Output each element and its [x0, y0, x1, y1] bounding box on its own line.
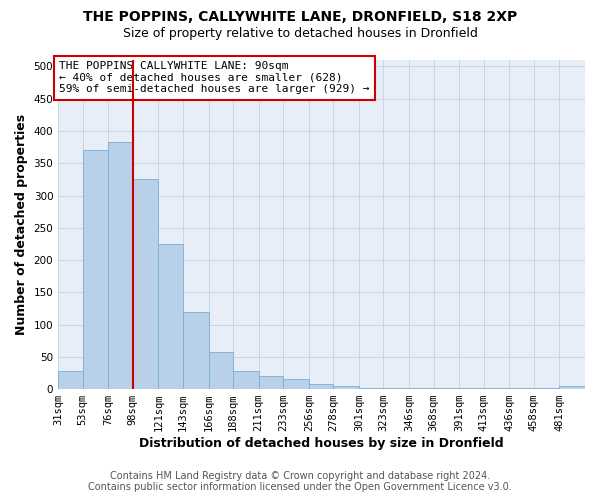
- Bar: [183, 312, 209, 389]
- Bar: [459, 388, 484, 389]
- Y-axis label: Number of detached properties: Number of detached properties: [15, 114, 28, 335]
- Bar: [333, 386, 359, 389]
- Bar: [259, 376, 283, 389]
- X-axis label: Distribution of detached houses by size in Dronfield: Distribution of detached houses by size …: [139, 437, 504, 450]
- Bar: [484, 388, 509, 389]
- Bar: [233, 371, 259, 389]
- Bar: [283, 379, 309, 389]
- Bar: [108, 142, 133, 389]
- Bar: [359, 388, 383, 389]
- Text: Contains HM Land Registry data © Crown copyright and database right 2024.
Contai: Contains HM Land Registry data © Crown c…: [88, 471, 512, 492]
- Bar: [309, 384, 333, 389]
- Text: Size of property relative to detached houses in Dronfield: Size of property relative to detached ho…: [122, 28, 478, 40]
- Text: THE POPPINS CALLYWHITE LANE: 90sqm
← 40% of detached houses are smaller (628)
59: THE POPPINS CALLYWHITE LANE: 90sqm ← 40%…: [59, 62, 370, 94]
- Text: THE POPPINS, CALLYWHITE LANE, DRONFIELD, S18 2XP: THE POPPINS, CALLYWHITE LANE, DRONFIELD,…: [83, 10, 517, 24]
- Bar: [158, 244, 183, 389]
- Bar: [58, 371, 83, 389]
- Bar: [409, 388, 434, 389]
- Bar: [83, 150, 108, 389]
- Bar: [133, 180, 158, 389]
- Bar: [534, 388, 559, 389]
- Bar: [434, 388, 459, 389]
- Bar: [509, 388, 534, 389]
- Bar: [559, 386, 585, 389]
- Bar: [209, 352, 233, 389]
- Bar: [383, 388, 409, 389]
